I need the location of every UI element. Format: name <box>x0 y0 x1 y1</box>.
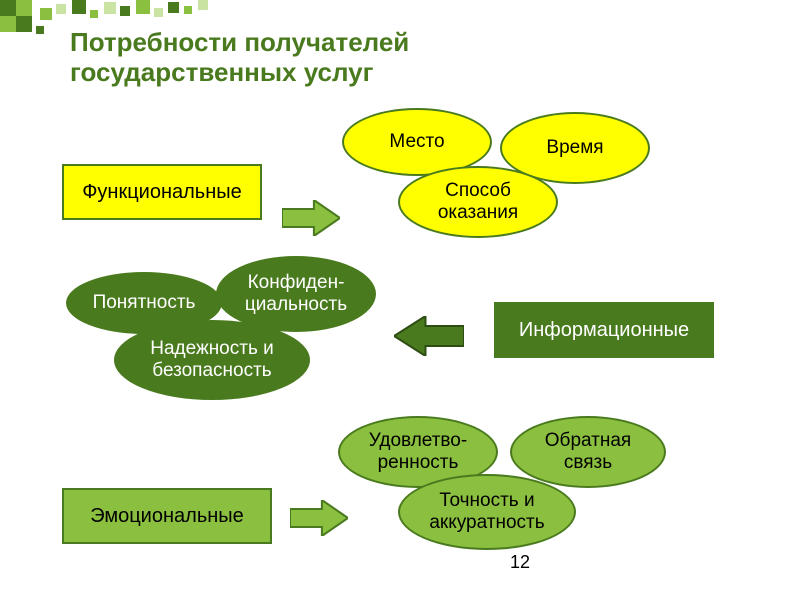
functional-arrow <box>282 200 340 236</box>
functional-ellipse-2: Способоказания <box>398 166 558 238</box>
informational-arrow <box>394 316 464 356</box>
page-number: 12 <box>510 552 530 573</box>
informational-ellipse-1: Конфиден-циальность <box>216 256 376 332</box>
emotional-arrow <box>290 500 348 536</box>
emotional-box: Эмоциональные <box>62 488 272 544</box>
informational-ellipse-2: Надежность ибезопасность <box>114 320 310 400</box>
informational-box: Информационные <box>494 302 714 358</box>
title-line2: государственных услуг <box>70 57 373 87</box>
functional-box: Функциональные <box>62 164 262 220</box>
title-line1: Потребности получателей <box>70 27 409 57</box>
emotional-ellipse-1: Обратнаясвязь <box>510 416 666 488</box>
page-title: Потребности получателей государственных … <box>70 28 409 88</box>
emotional-ellipse-2: Точность иаккуратность <box>398 474 576 550</box>
